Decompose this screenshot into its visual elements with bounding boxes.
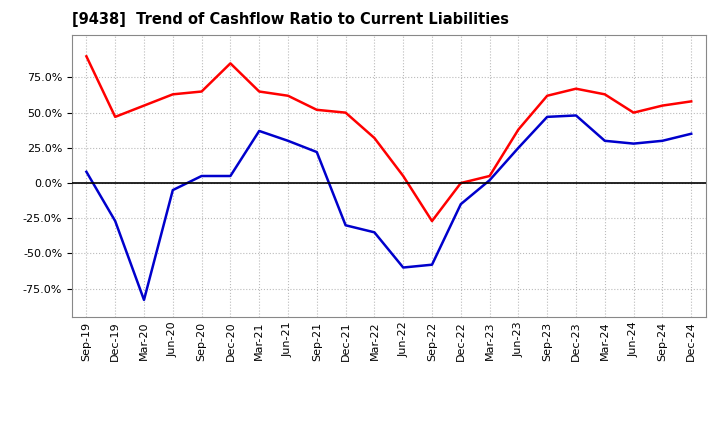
Free CF to Current Liabilities bbox=[226, 173, 235, 179]
Operating CF to Current Liabilities bbox=[140, 103, 148, 108]
Operating CF to Current Liabilities bbox=[197, 89, 206, 94]
Operating CF to Current Liabilities bbox=[514, 127, 523, 132]
Operating CF to Current Liabilities bbox=[168, 92, 177, 97]
Operating CF to Current Liabilities bbox=[284, 93, 292, 99]
Operating CF to Current Liabilities bbox=[572, 86, 580, 92]
Free CF to Current Liabilities bbox=[543, 114, 552, 120]
Operating CF to Current Liabilities bbox=[543, 93, 552, 99]
Free CF to Current Liabilities bbox=[658, 138, 667, 143]
Free CF to Current Liabilities bbox=[687, 131, 696, 136]
Free CF to Current Liabilities bbox=[370, 230, 379, 235]
Free CF to Current Liabilities bbox=[485, 178, 494, 183]
Line: Free CF to Current Liabilities: Free CF to Current Liabilities bbox=[86, 115, 691, 300]
Operating CF to Current Liabilities bbox=[82, 54, 91, 59]
Operating CF to Current Liabilities bbox=[600, 92, 609, 97]
Free CF to Current Liabilities bbox=[572, 113, 580, 118]
Operating CF to Current Liabilities bbox=[428, 218, 436, 224]
Operating CF to Current Liabilities bbox=[456, 180, 465, 186]
Operating CF to Current Liabilities bbox=[399, 173, 408, 179]
Operating CF to Current Liabilities bbox=[255, 89, 264, 94]
Operating CF to Current Liabilities bbox=[658, 103, 667, 108]
Free CF to Current Liabilities bbox=[600, 138, 609, 143]
Free CF to Current Liabilities bbox=[82, 169, 91, 174]
Free CF to Current Liabilities bbox=[312, 150, 321, 155]
Operating CF to Current Liabilities bbox=[370, 136, 379, 141]
Text: [9438]  Trend of Cashflow Ratio to Current Liabilities: [9438] Trend of Cashflow Ratio to Curren… bbox=[72, 12, 509, 27]
Operating CF to Current Liabilities bbox=[111, 114, 120, 120]
Operating CF to Current Liabilities bbox=[687, 99, 696, 104]
Free CF to Current Liabilities bbox=[255, 128, 264, 134]
Operating CF to Current Liabilities bbox=[485, 173, 494, 179]
Free CF to Current Liabilities bbox=[629, 141, 638, 146]
Free CF to Current Liabilities bbox=[111, 218, 120, 224]
Operating CF to Current Liabilities bbox=[629, 110, 638, 115]
Free CF to Current Liabilities bbox=[197, 173, 206, 179]
Operating CF to Current Liabilities bbox=[341, 110, 350, 115]
Operating CF to Current Liabilities bbox=[226, 61, 235, 66]
Free CF to Current Liabilities bbox=[168, 187, 177, 193]
Free CF to Current Liabilities bbox=[456, 202, 465, 207]
Free CF to Current Liabilities bbox=[341, 223, 350, 228]
Line: Operating CF to Current Liabilities: Operating CF to Current Liabilities bbox=[86, 56, 691, 221]
Free CF to Current Liabilities bbox=[514, 145, 523, 150]
Free CF to Current Liabilities bbox=[284, 138, 292, 143]
Operating CF to Current Liabilities bbox=[312, 107, 321, 113]
Free CF to Current Liabilities bbox=[140, 297, 148, 303]
Free CF to Current Liabilities bbox=[428, 262, 436, 268]
Free CF to Current Liabilities bbox=[399, 265, 408, 270]
